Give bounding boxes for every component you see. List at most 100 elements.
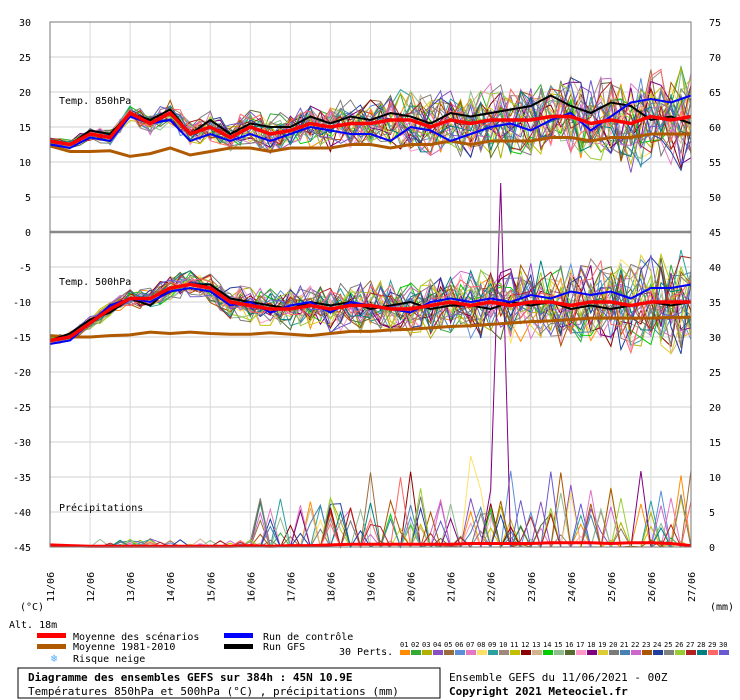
footer-ensemble-run: Ensemble GEFS du 11/06/2021 - 00Z [449,671,668,684]
member-legend-label: 22 [631,641,639,649]
plot-frame [49,21,692,548]
member-legend-label: 12 [521,641,529,649]
left-tick-label: -35 [13,473,31,484]
footer-box [17,667,441,699]
footer-title: Diagramme des ensembles GEFS sur 384h : … [28,671,353,684]
plot-border [49,21,692,548]
member-legend-label: 09 [488,641,496,649]
left-tick-label: 25 [19,53,31,64]
right-tick-label: 65 [709,88,721,99]
member-legend-label: 21 [620,641,628,649]
right-tick-label: 35 [709,298,721,309]
x-tick-label: 19/06 [367,572,378,602]
right-tick-label: 60 [709,123,721,134]
member-legend-swatch [488,650,498,655]
member-legend-swatch [499,650,509,655]
member-legend-label: 25 [664,641,672,649]
temp850-gfs-line [49,94,692,146]
footer-subtitle: Températures 850hPa et 500hPa (°C) , pré… [28,685,399,698]
member-legend-label: 07 [466,641,474,649]
legend-mean: Moyenne des scénarios [73,631,199,643]
left-tick-label: -45 [13,543,31,554]
member-legend-swatch [554,650,564,655]
right-tick-label: 5 [709,508,715,519]
x-tick-label: 22/06 [487,572,498,602]
member-legend-label: 05 [444,641,452,649]
temp500-clim-line [49,315,691,339]
legend-swatch-gfs [224,644,253,649]
right-tick-label: 15 [709,438,721,449]
member-legend-swatch [433,650,443,655]
x-tick-label: 24/06 [567,572,578,602]
member-legend-swatch [708,650,718,655]
legend-swatch-control [224,633,253,638]
member-legend-label: 14 [543,641,551,649]
left-tick-label: -25 [13,403,31,414]
panel-label-500: Temp. 500hPa [59,277,131,288]
left-tick-label: -5 [19,263,31,274]
left-tick-label: 15 [19,123,31,134]
member-legend-swatch [620,650,630,655]
right-tick-label: 70 [709,53,721,64]
member-color-legend: 01 02 03 04 05 06 07 08 09 10 11 12 13 14 15 16 17 18 19 20… [400,641,729,655]
temp500-mean-line [49,282,691,343]
member-legend-swatch [521,650,531,655]
member-legend-swatch [477,650,487,655]
member-legend-label: 06 [455,641,463,649]
axis-ticks: 302520151050-5-10-15-20-25-30-35-40-4575… [13,18,721,602]
member-legend-swatch [697,650,707,655]
member-legend-swatch [719,650,729,655]
member-legend-swatch [664,650,674,655]
right-tick-label: 50 [709,193,721,204]
member-legend-label: 03 [422,641,430,649]
temp500-gfs-line [49,283,692,342]
x-tick-label: 13/06 [126,572,137,602]
x-tick-label: 23/06 [527,572,538,602]
temp850-mean-line [49,110,692,147]
member-legend-label: 30 [719,641,727,649]
member-legend-label: 20 [609,641,617,649]
precip-mean-line [49,541,692,548]
member-legend-label: 17 [576,641,584,649]
member-legend-label: 28 [697,641,705,649]
member-legend-swatch [444,650,454,655]
member-legend-swatch [510,650,520,655]
member-legend-swatch [642,650,652,655]
x-tick-label: 17/06 [286,572,297,602]
right-tick-label: 0 [709,543,715,554]
left-tick-label: -10 [13,298,31,309]
right-tick-label: 25 [709,368,721,379]
legend-gfs: Run GFS [263,642,305,653]
member-legend-swatch [598,650,608,655]
member-legend-label: 10 [499,641,507,649]
ensemble-member-line [49,267,692,346]
x-tick-label: 26/06 [647,572,658,602]
x-tick-label: 21/06 [447,572,458,602]
left-tick-label: -30 [13,438,31,449]
ensemble-member-line [50,254,692,341]
legend-perts: 30 Perts. [339,647,393,658]
right-tick-label: 20 [709,403,721,414]
left-tick-label: -20 [13,368,31,379]
snowflake-icon: ❄ [51,652,58,665]
legend: Moyenne des scénarios Moyenne 1981-2010 … [37,631,729,665]
panel-label-850: Temp. 850hPa [59,96,131,107]
member-legend-swatch [543,650,553,655]
member-legend-label: 01 [400,641,408,649]
left-tick-label: -15 [13,333,31,344]
temp850-control-line [49,94,692,150]
right-tick-label: 55 [709,158,721,169]
left-axis-unit: (°C) [20,602,44,613]
x-tick-label: 14/06 [166,572,177,602]
right-tick-label: 10 [709,473,721,484]
member-legend-label: 24 [653,641,661,649]
member-legend-swatch [411,650,421,655]
member-legend-swatch [631,650,641,655]
right-tick-label: 30 [709,333,721,344]
x-tick-label: 16/06 [246,572,257,602]
member-legend-label: 26 [675,641,683,649]
member-legend-swatch [400,650,410,655]
member-legend-label: 29 [708,641,716,649]
member-legend-label: 18 [587,641,595,649]
x-tick-label: 12/06 [86,572,97,602]
